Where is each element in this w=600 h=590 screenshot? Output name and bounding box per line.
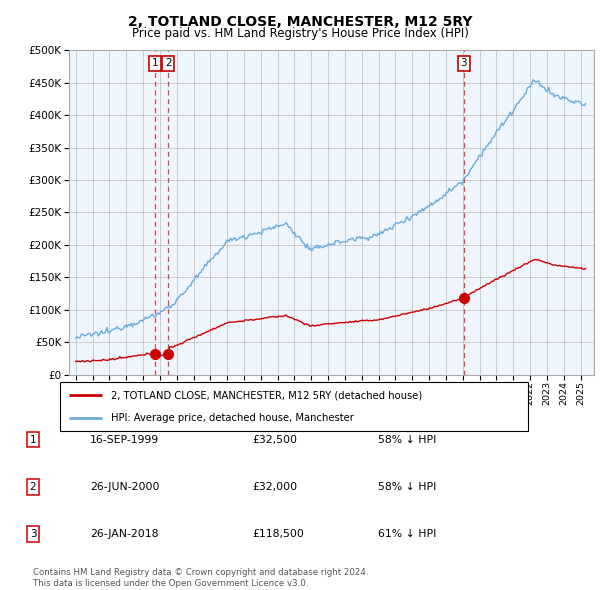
Text: 1: 1 bbox=[152, 58, 158, 68]
Text: 61% ↓ HPI: 61% ↓ HPI bbox=[378, 529, 436, 539]
Text: 3: 3 bbox=[461, 58, 467, 68]
Text: £32,500: £32,500 bbox=[252, 435, 297, 444]
Text: 2, TOTLAND CLOSE, MANCHESTER, M12 5RY (detached house): 2, TOTLAND CLOSE, MANCHESTER, M12 5RY (d… bbox=[112, 391, 423, 401]
Text: This data is licensed under the Open Government Licence v3.0.: This data is licensed under the Open Gov… bbox=[33, 579, 308, 588]
Text: 58% ↓ HPI: 58% ↓ HPI bbox=[378, 435, 436, 444]
Text: £118,500: £118,500 bbox=[252, 529, 304, 539]
Text: Contains HM Land Registry data © Crown copyright and database right 2024.: Contains HM Land Registry data © Crown c… bbox=[33, 568, 368, 576]
Text: 26-JUN-2000: 26-JUN-2000 bbox=[90, 482, 160, 491]
FancyBboxPatch shape bbox=[60, 382, 528, 431]
Text: Price paid vs. HM Land Registry's House Price Index (HPI): Price paid vs. HM Land Registry's House … bbox=[131, 27, 469, 40]
Text: 16-SEP-1999: 16-SEP-1999 bbox=[90, 435, 159, 444]
Text: 58% ↓ HPI: 58% ↓ HPI bbox=[378, 482, 436, 491]
Text: 1: 1 bbox=[29, 435, 37, 444]
Text: 2, TOTLAND CLOSE, MANCHESTER, M12 5RY: 2, TOTLAND CLOSE, MANCHESTER, M12 5RY bbox=[128, 15, 472, 29]
Text: 26-JAN-2018: 26-JAN-2018 bbox=[90, 529, 158, 539]
Text: 3: 3 bbox=[29, 529, 37, 539]
Text: £32,000: £32,000 bbox=[252, 482, 297, 491]
Text: HPI: Average price, detached house, Manchester: HPI: Average price, detached house, Manc… bbox=[112, 412, 355, 422]
Text: 2: 2 bbox=[165, 58, 172, 68]
Text: 2: 2 bbox=[29, 482, 37, 491]
